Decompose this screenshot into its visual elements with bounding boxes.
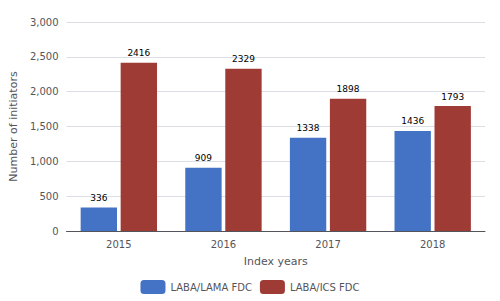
svg-text:1793: 1793	[441, 92, 464, 102]
svg-text:1,000: 1,000	[30, 156, 59, 167]
svg-text:2015: 2015	[106, 239, 131, 250]
svg-text:909: 909	[195, 153, 212, 163]
svg-text:Number of initiators: Number of initiators	[7, 71, 20, 182]
svg-text:336: 336	[90, 193, 107, 203]
svg-text:2329: 2329	[232, 54, 255, 64]
svg-text:1436: 1436	[401, 116, 424, 126]
svg-text:2016: 2016	[211, 239, 236, 250]
svg-text:1338: 1338	[297, 123, 320, 133]
svg-text:1898: 1898	[337, 84, 360, 94]
svg-text:0: 0	[52, 226, 58, 237]
svg-text:LABA/ICS FDC: LABA/ICS FDC	[290, 282, 360, 293]
svg-text:2,000: 2,000	[30, 86, 59, 97]
svg-text:2017: 2017	[315, 239, 340, 250]
svg-text:2416: 2416	[127, 48, 150, 58]
svg-text:500: 500	[39, 191, 58, 202]
svg-text:2018: 2018	[420, 239, 445, 250]
svg-text:3,000: 3,000	[30, 17, 59, 28]
svg-text:1,500: 1,500	[30, 121, 59, 132]
svg-text:2,500: 2,500	[30, 51, 59, 62]
svg-text:LABA/LAMA FDC: LABA/LAMA FDC	[170, 282, 251, 293]
svg-text:Index years: Index years	[244, 255, 308, 268]
